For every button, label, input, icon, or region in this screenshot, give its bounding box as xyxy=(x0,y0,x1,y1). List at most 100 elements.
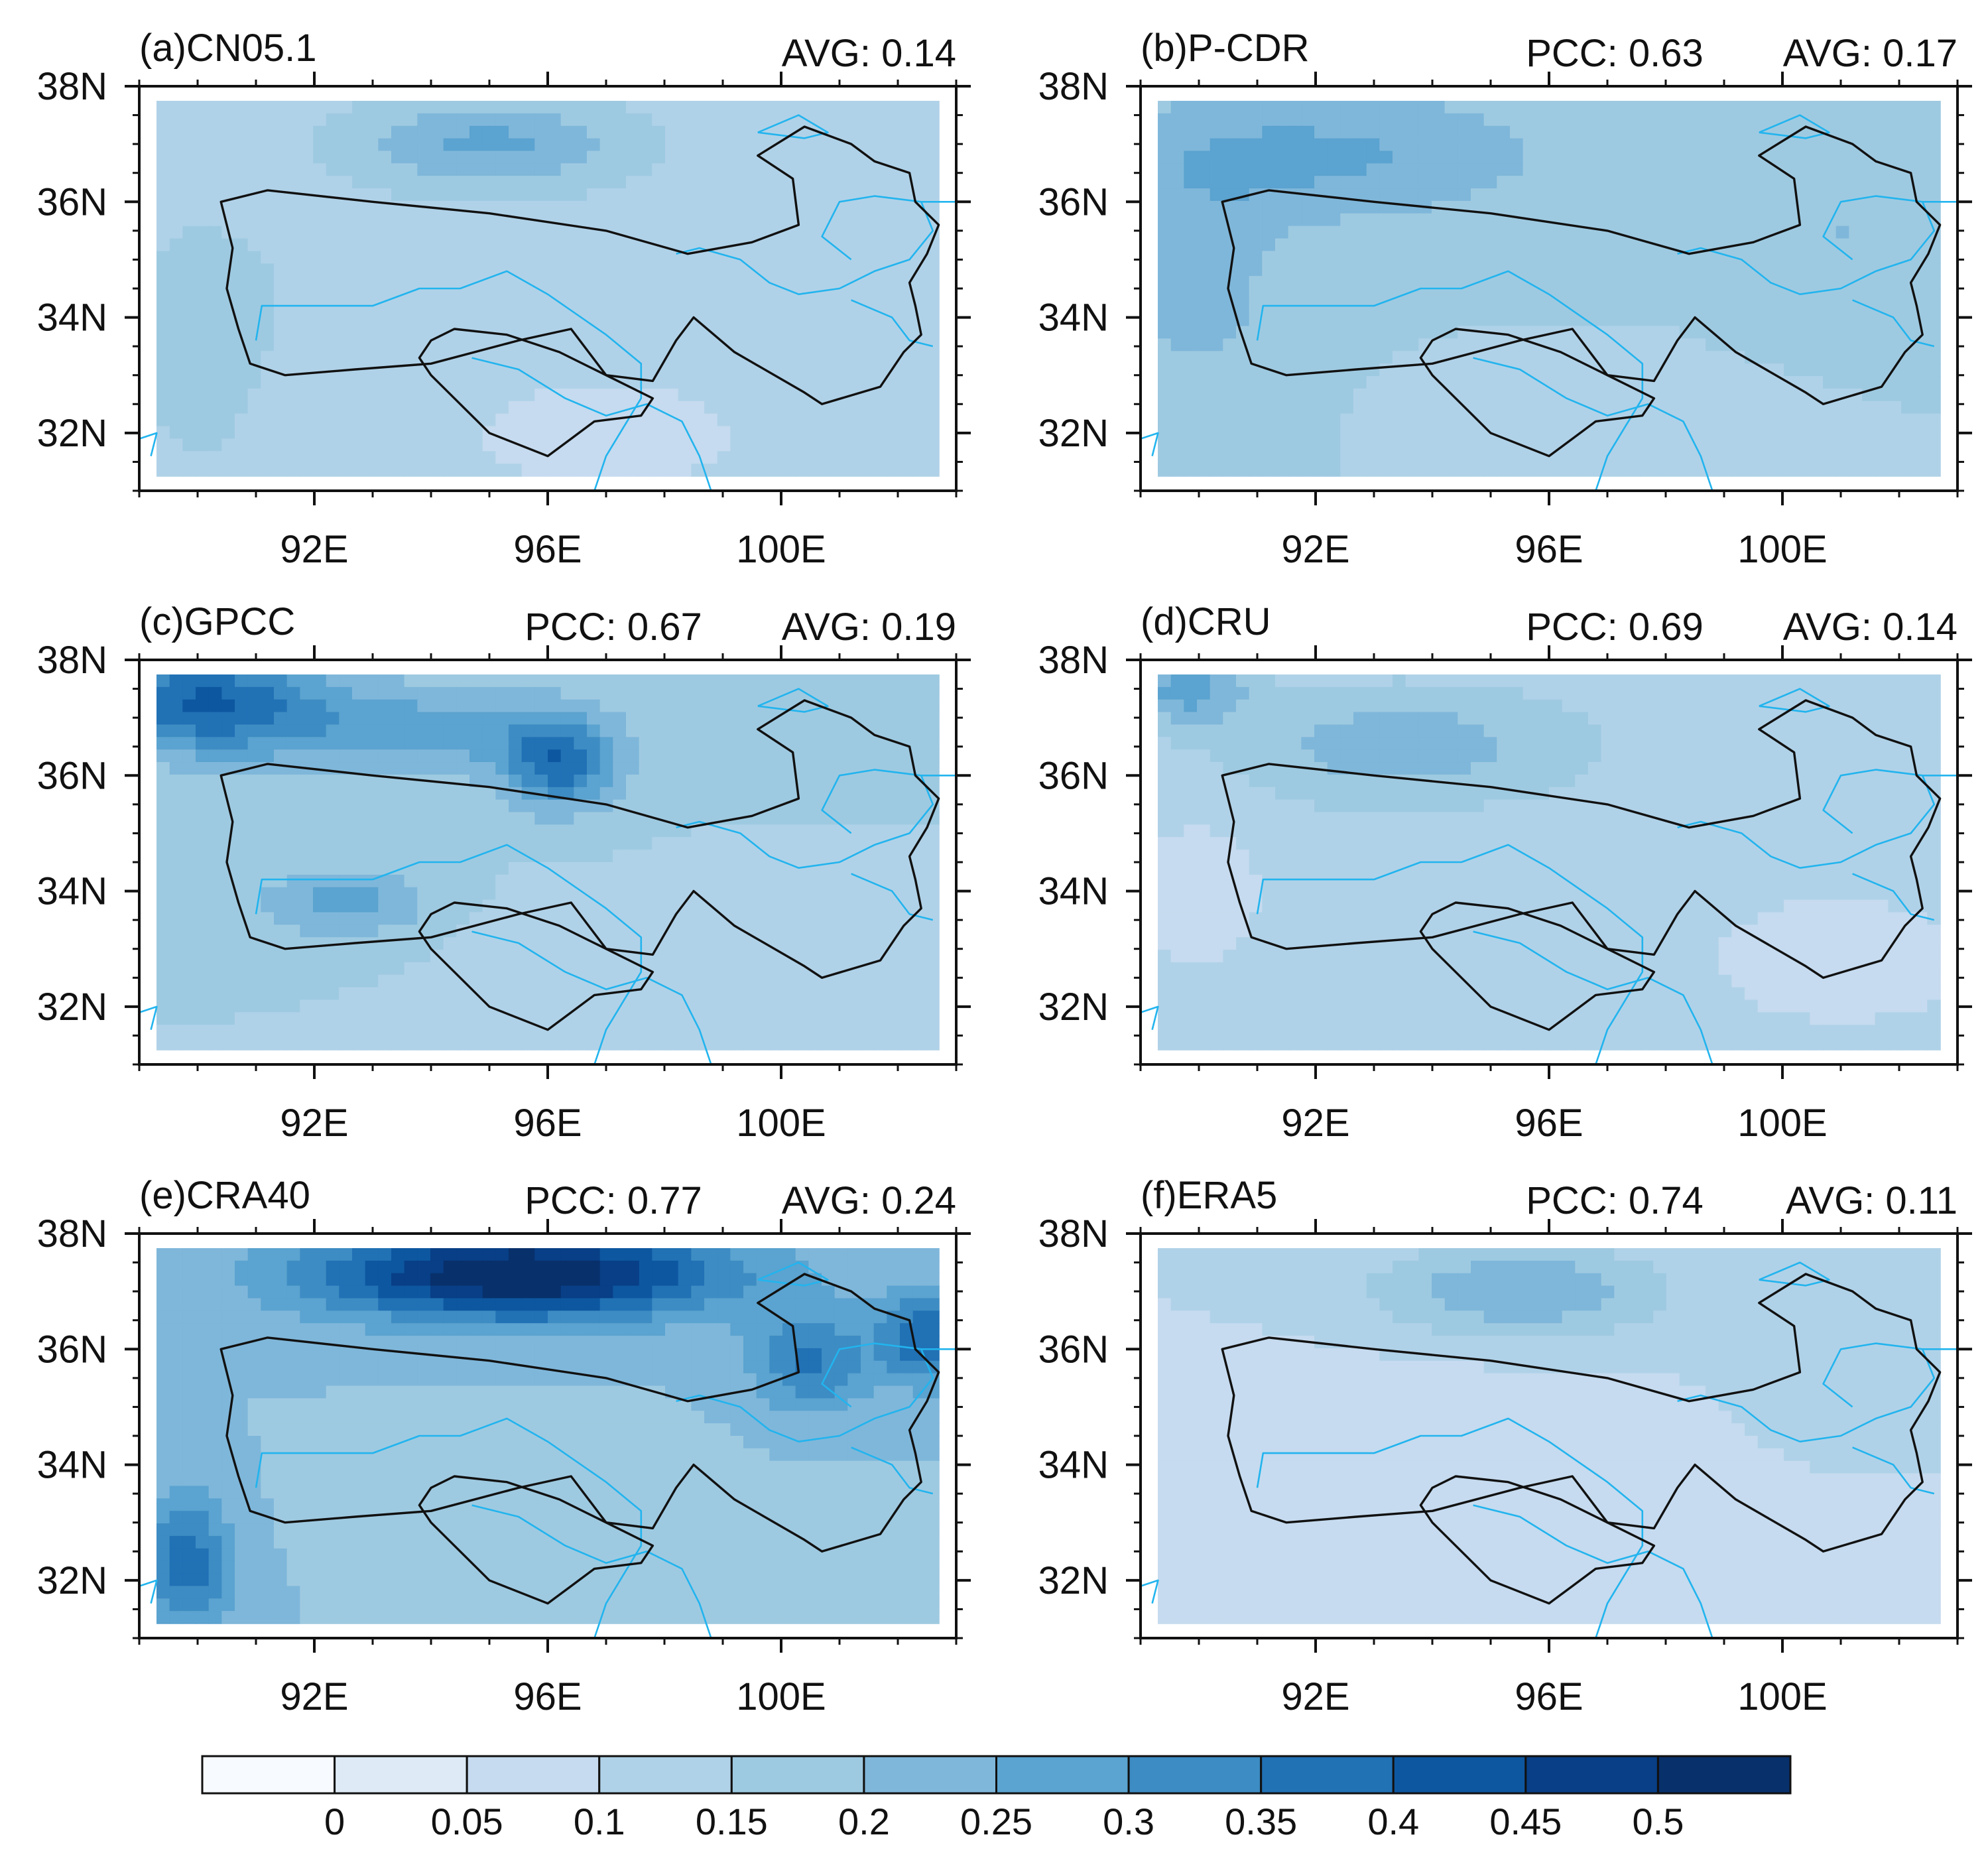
field-cell xyxy=(574,388,588,402)
field-cell xyxy=(300,125,314,139)
field-cell xyxy=(704,774,718,788)
field-cell xyxy=(1340,376,1354,389)
field-cell xyxy=(730,101,744,114)
field-cell xyxy=(1393,151,1406,164)
field-cell xyxy=(430,912,444,926)
field-cell xyxy=(1862,200,1876,214)
field-cell xyxy=(730,413,744,427)
field-cell xyxy=(521,351,536,364)
field-cell xyxy=(365,313,379,327)
field-cell xyxy=(1549,101,1563,114)
field-cell xyxy=(691,837,705,850)
field-cell xyxy=(1184,351,1198,364)
field-cell xyxy=(1301,326,1315,340)
field-cell xyxy=(365,451,379,464)
field-cell xyxy=(521,438,536,452)
field-cell xyxy=(1483,263,1498,277)
field-cell xyxy=(365,288,379,302)
field-cell xyxy=(1210,363,1224,377)
field-cell xyxy=(717,438,731,452)
field-cell xyxy=(808,850,822,863)
field-cell xyxy=(912,451,927,464)
field-cell xyxy=(847,724,861,738)
field-cell xyxy=(495,238,509,252)
field-cell xyxy=(861,674,875,688)
field-cell xyxy=(495,799,509,813)
field-cell xyxy=(756,774,771,788)
field-cell xyxy=(873,351,888,364)
field-cell xyxy=(1366,451,1381,464)
field-cell xyxy=(769,151,783,164)
field-cell xyxy=(521,674,536,688)
field-cell xyxy=(1666,113,1680,127)
field-cell xyxy=(1340,300,1354,314)
field-cell xyxy=(495,464,509,477)
field-cell xyxy=(1497,101,1511,114)
field-cell xyxy=(300,451,314,464)
field-cell xyxy=(1275,464,1289,477)
field-cell xyxy=(834,762,849,775)
field-cell xyxy=(1914,451,1928,464)
field-cell xyxy=(169,225,184,239)
field-cell xyxy=(782,313,796,327)
field-cell xyxy=(548,749,562,763)
field-cell xyxy=(443,451,458,464)
field-cell xyxy=(1522,138,1537,152)
field-cell xyxy=(652,176,666,189)
field-cell xyxy=(743,125,757,139)
field-cell xyxy=(521,451,536,464)
field-cell xyxy=(1301,251,1315,265)
field-cell xyxy=(574,464,588,477)
field-cell xyxy=(469,225,483,239)
field-cell xyxy=(730,151,744,164)
field-cell xyxy=(1497,376,1511,389)
field-cell xyxy=(1914,288,1928,302)
field-cell xyxy=(1170,376,1185,389)
field-cell xyxy=(704,874,718,888)
field-cell xyxy=(352,351,366,364)
field-cell xyxy=(847,874,861,888)
field-cell xyxy=(1706,125,1719,139)
field-cell xyxy=(847,674,861,688)
field-cell xyxy=(1510,363,1524,377)
field-cell xyxy=(482,812,497,826)
field-cell xyxy=(1288,188,1302,202)
field-cell xyxy=(509,113,523,127)
field-cell xyxy=(391,812,405,826)
field-cell xyxy=(717,326,731,340)
field-cell xyxy=(1627,338,1641,352)
field-cell xyxy=(1706,300,1719,314)
field-cell xyxy=(795,176,810,189)
field-cell xyxy=(534,699,548,713)
field-cell xyxy=(822,338,836,352)
field-cell xyxy=(613,200,627,214)
field-cell xyxy=(822,113,836,127)
field-cell xyxy=(639,351,653,364)
field-cell xyxy=(1549,451,1563,464)
field-cell xyxy=(822,724,836,738)
field-cell xyxy=(509,388,523,402)
field-cell xyxy=(1379,113,1393,127)
field-cell xyxy=(1823,363,1837,377)
field-cell xyxy=(1197,363,1211,377)
field-cell xyxy=(587,251,601,265)
field-cell xyxy=(1810,176,1824,189)
field-cell xyxy=(574,812,588,826)
field-cell xyxy=(208,837,223,850)
field-cell xyxy=(1796,376,1811,389)
field-cell xyxy=(235,426,249,440)
field-cell xyxy=(1197,426,1211,440)
field-cell xyxy=(887,464,901,477)
field-cell xyxy=(652,799,666,813)
field-cell xyxy=(1288,200,1302,214)
field-cell xyxy=(430,125,444,139)
field-cell xyxy=(1692,251,1706,265)
field-cell xyxy=(665,200,679,214)
field-cell xyxy=(1301,176,1315,189)
field-cell xyxy=(822,138,836,152)
x-tick-label: 92E xyxy=(280,528,348,571)
field-cell xyxy=(900,426,914,440)
field-cell xyxy=(1262,300,1276,314)
field-cell xyxy=(548,313,562,327)
field-cell xyxy=(1784,363,1798,377)
